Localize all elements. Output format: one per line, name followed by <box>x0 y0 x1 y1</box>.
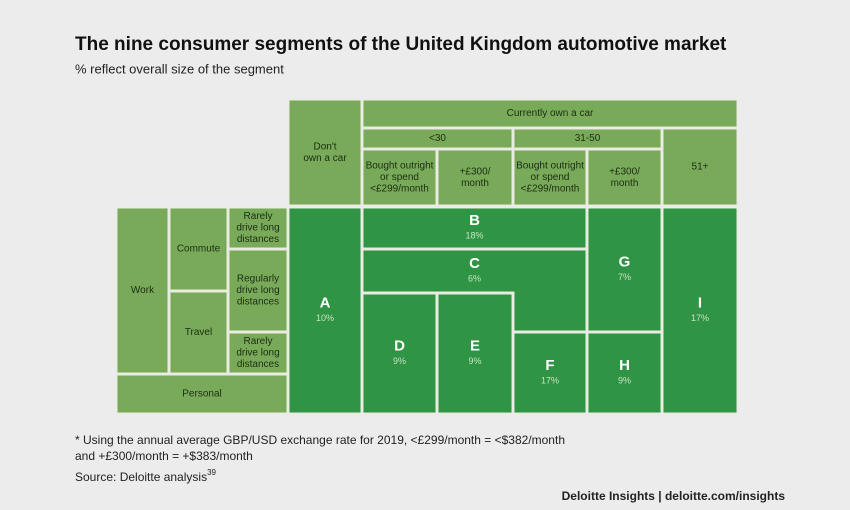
segment-letter: G <box>619 253 631 270</box>
cell-label: month <box>461 178 489 189</box>
segment <box>662 207 738 414</box>
row-cell <box>228 207 288 249</box>
header-cell <box>662 128 738 206</box>
cell-label: Work <box>131 285 155 296</box>
segment-letter: F <box>545 357 554 374</box>
title: The nine consumer segments of the United… <box>75 34 727 55</box>
segment-letter: A <box>320 294 331 311</box>
segment <box>587 332 662 414</box>
cell-label: or spend <box>531 172 570 183</box>
cell-label: Bought outright <box>516 161 584 172</box>
segment-letter: H <box>619 357 630 374</box>
segment <box>362 249 587 332</box>
cell-label: +£300/ <box>609 166 640 177</box>
cell-label: or spend <box>380 172 419 183</box>
cell-label: distances <box>237 359 279 370</box>
segment-letter: D <box>394 337 405 354</box>
header-cell <box>587 149 662 206</box>
cell-label: Currently own a car <box>507 108 594 119</box>
segment-share: 17% <box>541 375 559 385</box>
segment <box>587 207 662 332</box>
segment-letter: I <box>698 294 702 311</box>
cell-label: drive long <box>236 285 279 296</box>
cell-label: Don't <box>313 141 336 152</box>
cell-label: <£299/month <box>521 184 580 195</box>
segment-share: 10% <box>316 313 334 323</box>
segment-share: 6% <box>468 273 481 283</box>
cell-label: <£299/month <box>370 184 429 195</box>
header-cell <box>288 99 362 206</box>
header-cell <box>362 128 513 149</box>
segment-letter: E <box>470 337 480 354</box>
segment <box>362 293 437 414</box>
cell-label: <30 <box>429 133 446 144</box>
segment <box>437 293 513 414</box>
cell-label: drive long <box>236 223 279 234</box>
cell-label: month <box>611 178 639 189</box>
source-text: Source: Deloitte analysis <box>75 470 207 484</box>
cell-label: +£300/ <box>460 166 491 177</box>
cell-label: own a car <box>303 153 347 164</box>
header-cell <box>513 128 662 149</box>
segment-share: 17% <box>691 313 709 323</box>
cell-label: Rarely <box>244 336 273 347</box>
segment <box>288 207 362 414</box>
cell-label: Regularly <box>237 274 279 285</box>
row-cell <box>116 207 169 374</box>
row-cell <box>228 249 288 332</box>
cell-label: 51+ <box>692 162 709 173</box>
cell-label: Travel <box>185 327 212 338</box>
cell-label: Commute <box>177 244 221 255</box>
row-cell <box>169 291 228 374</box>
header-cell <box>362 99 738 128</box>
segment-share: 9% <box>618 375 631 385</box>
segment-share: 9% <box>393 356 406 366</box>
cell-label: Personal <box>182 389 221 400</box>
segment-share: 7% <box>618 272 631 282</box>
source-ref: 39 <box>207 468 216 477</box>
cell-label: distances <box>237 297 279 308</box>
footnote: and +£300/month = +$383/month <box>75 449 253 463</box>
header-cell <box>513 149 587 206</box>
row-cell <box>228 332 288 374</box>
segment-share: 18% <box>465 230 483 240</box>
segment <box>513 332 587 414</box>
cell-label: distances <box>237 234 279 245</box>
segment-letter: C <box>469 255 480 272</box>
subtitle: % reflect overall size of the segment <box>75 61 284 76</box>
footer: Deloitte Insights | deloitte.com/insight… <box>562 489 786 503</box>
segment-share: 9% <box>468 356 481 366</box>
header-cell <box>437 149 513 206</box>
segment-letter: B <box>469 212 480 229</box>
row-cell <box>169 207 228 291</box>
footnote: * Using the annual average GBP/USD excha… <box>75 433 565 447</box>
header-cell <box>362 149 437 206</box>
cell-label: drive long <box>236 348 279 359</box>
cell-label: 31-50 <box>575 133 601 144</box>
cell-label: Rarely <box>244 211 273 222</box>
cell-label: Bought outright <box>366 161 434 172</box>
row-cell <box>116 374 288 414</box>
source: Source: Deloitte analysis39 <box>75 468 217 484</box>
segment <box>362 207 587 249</box>
